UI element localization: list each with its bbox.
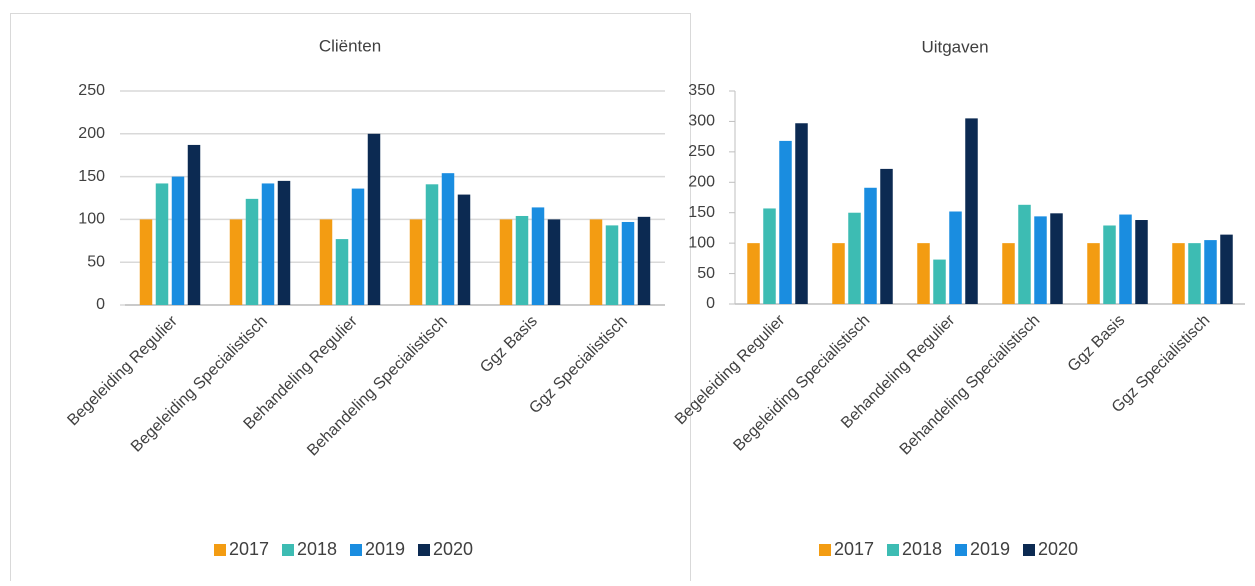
bar <box>1034 216 1047 304</box>
bar <box>155 183 169 305</box>
y-tick-label: 0 <box>96 296 105 313</box>
bar <box>409 219 423 305</box>
legend-swatch <box>819 544 831 556</box>
y-tick-label: 50 <box>87 253 105 270</box>
legend-label: 2019 <box>970 539 1010 559</box>
bar <box>515 215 529 305</box>
legend-swatch <box>214 544 226 556</box>
y-tick-label: 150 <box>688 204 715 221</box>
legend-label: 2017 <box>834 539 874 559</box>
bar <box>351 188 365 305</box>
legend-label: 2018 <box>297 539 337 559</box>
y-tick-label: 350 <box>688 82 715 99</box>
bar <box>457 194 471 305</box>
bar <box>171 176 185 305</box>
bar <box>795 123 808 304</box>
bar <box>441 173 455 305</box>
bar <box>779 140 792 304</box>
chart-border <box>10 13 691 586</box>
y-tick-label: 50 <box>697 265 715 282</box>
legend-swatch <box>887 544 899 556</box>
legend-label: 2017 <box>229 539 269 559</box>
bar <box>880 168 893 304</box>
y-tick-label: 0 <box>706 295 715 312</box>
bar <box>547 219 561 305</box>
bar <box>1188 243 1201 304</box>
bar <box>1018 204 1031 304</box>
x-tick-label: Begeleiding Specialistisch <box>730 312 873 455</box>
y-tick-label: 100 <box>688 234 715 251</box>
bar <box>1172 243 1185 304</box>
legend-label: 2018 <box>902 539 942 559</box>
bar <box>499 219 513 305</box>
legend-swatch <box>418 544 430 556</box>
bar <box>229 219 243 305</box>
bar <box>1204 240 1217 304</box>
y-tick-label: 200 <box>78 125 105 142</box>
bar <box>319 219 333 305</box>
bar <box>261 183 275 305</box>
bar <box>1220 234 1233 304</box>
bar <box>965 118 978 304</box>
bar <box>637 216 651 305</box>
legend-swatch <box>1023 544 1035 556</box>
bar <box>277 180 291 305</box>
bar <box>933 259 946 304</box>
bar <box>1050 213 1063 304</box>
bar <box>139 219 153 305</box>
bar <box>621 221 635 305</box>
legend-swatch <box>955 544 967 556</box>
chart-title: Uitgaven <box>921 37 988 56</box>
bar <box>949 211 962 304</box>
bar <box>1103 225 1116 304</box>
bar <box>848 212 861 304</box>
x-tick-label: Ggz Specialistisch <box>526 313 630 417</box>
y-tick-label: 200 <box>688 174 715 191</box>
bar <box>245 198 259 305</box>
legend-label: 2020 <box>1038 539 1078 559</box>
bar <box>832 243 845 304</box>
x-tick-label: Behandeling Specialistisch <box>897 312 1044 459</box>
bar <box>605 225 619 305</box>
bar <box>763 208 776 304</box>
bar <box>425 184 439 305</box>
y-tick-label: 100 <box>78 211 105 228</box>
bar <box>1119 214 1132 304</box>
y-tick-label: 150 <box>78 168 105 185</box>
legend-label: 2019 <box>365 539 405 559</box>
y-tick-label: 250 <box>688 143 715 160</box>
bar <box>917 243 930 304</box>
bar <box>367 133 381 305</box>
bar <box>187 144 201 305</box>
x-tick-label: Ggz Basis <box>477 313 541 377</box>
bar <box>1002 243 1015 304</box>
legend-swatch <box>350 544 362 556</box>
bar <box>864 187 877 304</box>
legend-swatch <box>282 544 294 556</box>
bar <box>335 239 349 305</box>
chart-title: Cliënten <box>319 36 381 55</box>
legend-label: 2020 <box>433 539 473 559</box>
y-tick-label: 250 <box>78 82 105 99</box>
bar <box>747 243 760 304</box>
x-tick-label: Ggz Basis <box>1065 312 1129 376</box>
bar <box>531 207 545 305</box>
bar <box>1135 220 1148 304</box>
y-tick-label: 300 <box>688 113 715 130</box>
bar <box>1087 243 1100 304</box>
bar <box>589 219 603 305</box>
